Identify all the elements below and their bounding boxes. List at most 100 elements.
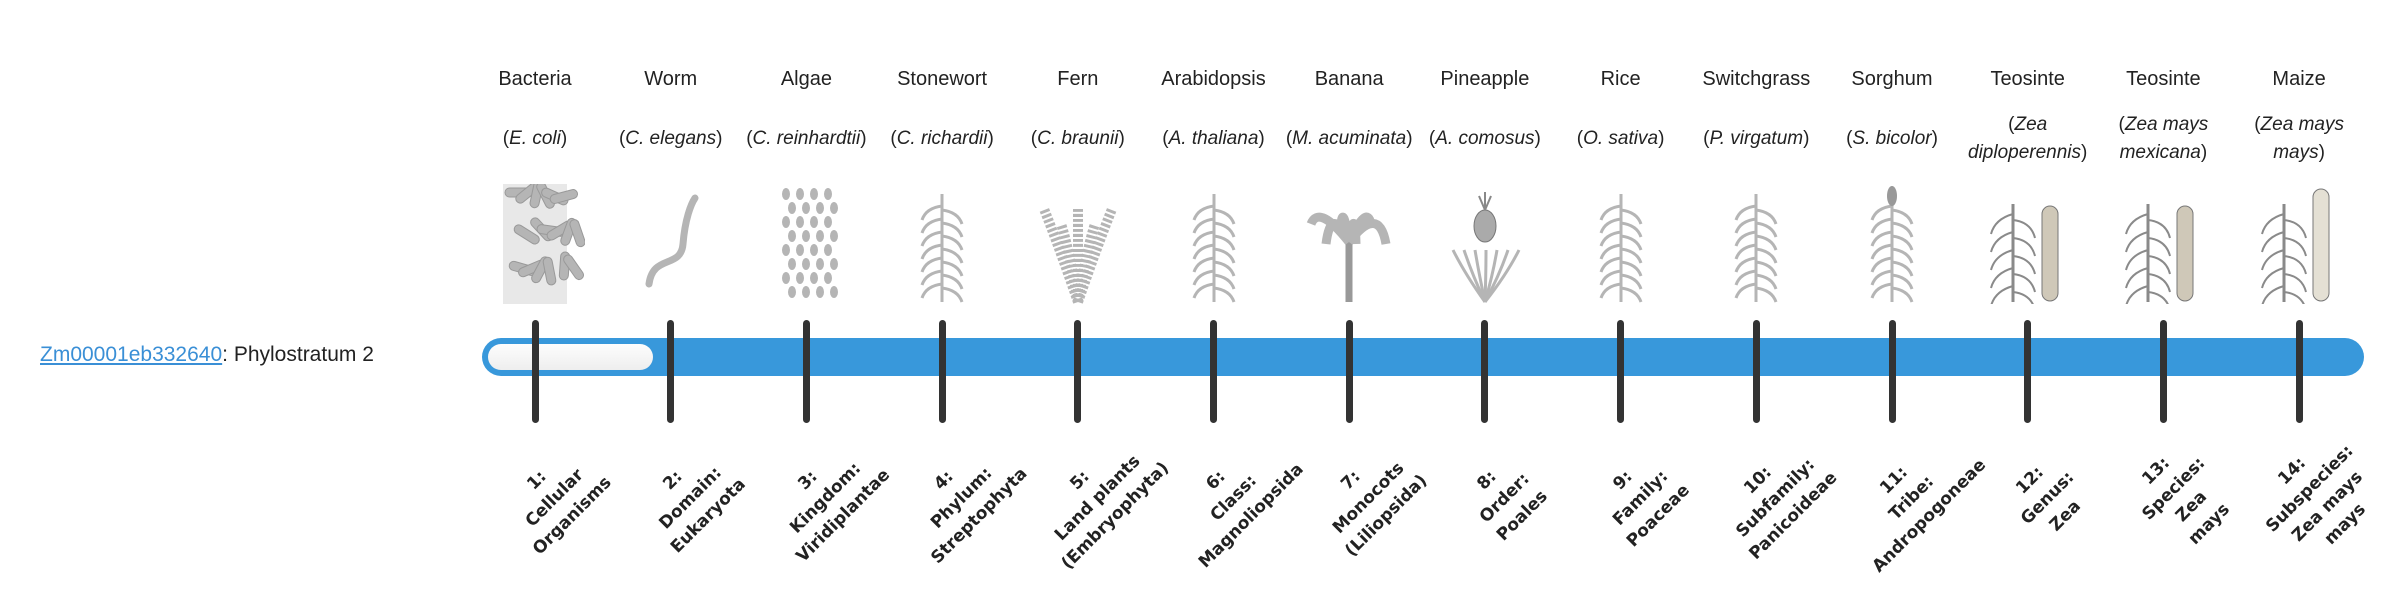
organism-species: (C. reinhardtii): [746, 128, 867, 149]
species-name: S. bicolor: [1852, 128, 1932, 149]
species-name: C. elegans: [625, 128, 717, 149]
rank-tick: [1617, 320, 1625, 423]
organism-species: (Zea mays mays): [2254, 114, 2344, 163]
organism-column: Pineapple (A. comosus): [1417, 66, 1553, 304]
rank-tick: [1888, 320, 1896, 423]
organism-species: (E. coli): [502, 128, 568, 149]
rank-tick: [1074, 320, 1082, 423]
rank-label: 1: Cellular Organisms: [468, 411, 641, 584]
fern-icon: [1039, 207, 1117, 304]
rank-tick: [2295, 320, 2303, 423]
organism-species: (P. virgatum): [1703, 128, 1810, 149]
organism-common-name: Stonewort: [897, 68, 988, 90]
organism-column: Rice (O. sativa): [1553, 66, 1689, 304]
rank-tick: [802, 320, 810, 423]
organism-column: Sorghum (S. bicolor): [1824, 66, 1960, 304]
teosinte-icon: [2125, 204, 2194, 304]
maize-icon: [2261, 188, 2330, 304]
species-name: C. richardii: [896, 128, 988, 149]
rank-label: 14: Subspecies: Zea mays mays: [2224, 403, 2400, 593]
rank-tick: [938, 320, 946, 423]
organism-species: (M. acuminata): [1285, 128, 1413, 149]
organism-common-name: Algae: [780, 68, 832, 90]
species-name: C. braunii: [1037, 128, 1119, 149]
organism-common-name: Switchgrass: [1702, 68, 1811, 90]
species-name: A. comosus: [1435, 128, 1535, 149]
organism-common-name: Maize: [2272, 68, 2326, 90]
species-name: C. reinhardtii: [752, 128, 861, 149]
organism-species: (O. sativa): [1576, 128, 1665, 149]
species-name: P. virgatum: [1709, 128, 1804, 149]
rank-label: 3: Kingdom: Viridiplantae: [740, 411, 913, 584]
organism-common-name: Pineapple: [1440, 68, 1530, 90]
organism-common-name: Teosinte: [2126, 68, 2201, 90]
rank-tick: [1345, 320, 1353, 423]
organism-species: (C. elegans): [618, 128, 723, 149]
rice-icon: [1599, 194, 1643, 303]
rank-tick: [667, 320, 675, 423]
pineapple-icon: [1451, 192, 1521, 303]
species-name: A. thaliana: [1168, 128, 1259, 149]
organism-column: Algae (C. reinhardtii): [738, 66, 874, 304]
separator: :: [222, 343, 234, 366]
rank-label: 11: Tribe: Andropogoneae: [1825, 411, 1998, 584]
arabidopsis-icon: [1192, 194, 1235, 303]
organism-species: (A. comosus): [1428, 128, 1541, 149]
organism-column: Maize (Zea mays mays): [2231, 66, 2367, 304]
rank-tick: [531, 320, 539, 423]
organism-column: Banana (M. acuminata): [1281, 66, 1417, 304]
rank-tick: [2024, 320, 2032, 423]
gene-id-link[interactable]: Zm00001eb332640: [40, 343, 223, 366]
worm-icon: [645, 194, 699, 288]
sorghum-icon: [1870, 186, 1914, 303]
organism-species: (Zea diploperennis): [1968, 114, 2088, 163]
organism-species: (C. braunii): [1030, 128, 1125, 149]
rank-label: 6: Class: Magnoliopsida: [1147, 411, 1320, 584]
organism-common-name: Banana: [1314, 68, 1384, 90]
phylostratum-bar-unfilled-segment: [488, 344, 653, 370]
banana-icon: [1307, 212, 1391, 302]
rank-label: 12: Genus: Zea: [1961, 411, 2134, 584]
organism-common-name: Worm: [644, 68, 698, 90]
organism-column: Fern (C. braunii): [1010, 66, 1146, 304]
gene-phylostratum-label: Zm00001eb332640: Phylostratum 2: [40, 343, 374, 367]
organism-column: Teosinte (Zea mays mexicana): [2095, 66, 2231, 304]
organism-column: Arabidopsis (A. thaliana): [1146, 66, 1282, 304]
organism-common-name: Fern: [1057, 68, 1099, 90]
organism-species: (S. bicolor): [1846, 128, 1938, 149]
organism-column: Stonewort (C. richardii): [874, 66, 1010, 304]
bacteria-icon: [503, 184, 585, 304]
species-name: Zea mays mays: [2260, 114, 2344, 163]
species-name: O. sativa: [1583, 128, 1659, 149]
rank-tick: [1752, 320, 1760, 423]
organism-species: (C. richardii): [890, 128, 994, 149]
rank-tick: [2159, 320, 2167, 423]
organism-common-name: Bacteria: [498, 68, 572, 90]
organism-common-name: Teosinte: [1990, 68, 2065, 90]
rank-label: 5: Land plants (Embryophyta): [1011, 411, 1184, 584]
rank-label: 2: Domain: Eukaryota: [604, 411, 777, 584]
rank-label: 4: Phylum: Streptophyta: [875, 411, 1048, 584]
organism-column: Teosinte (Zea diploperennis): [1960, 66, 2096, 304]
switchgrass-icon: [1734, 194, 1778, 303]
rank-label: 9: Family: Poaceae: [1554, 411, 1727, 584]
species-name: Zea mays mexicana: [2119, 114, 2209, 163]
organism-species: (Zea mays mexicana): [2118, 114, 2209, 163]
species-name: M. acuminata: [1292, 128, 1407, 149]
species-name: E. coli: [509, 128, 561, 149]
organism-species: (A. thaliana): [1162, 128, 1265, 149]
organism-column: Switchgrass (P. virgatum): [1688, 66, 1824, 304]
phylostratum-bar: [482, 338, 2364, 376]
organism-common-name: Sorghum: [1851, 68, 1933, 90]
species-name: Zea diploperennis: [1968, 114, 2082, 163]
rank-label: 10: Subfamily: Panicoideae: [1690, 411, 1863, 584]
phylostratum-text: Phylostratum 2: [233, 343, 374, 366]
stonewort-icon: [920, 194, 964, 303]
organism-column: Bacteria (E. coli): [467, 66, 603, 304]
organism-common-name: Rice: [1600, 68, 1641, 90]
algae-icon: [782, 188, 839, 298]
organism-common-name: Arabidopsis: [1161, 68, 1266, 90]
rank-tick: [1210, 320, 1217, 423]
rank-tick: [1481, 320, 1489, 423]
teosinte-icon: [1989, 204, 2059, 304]
